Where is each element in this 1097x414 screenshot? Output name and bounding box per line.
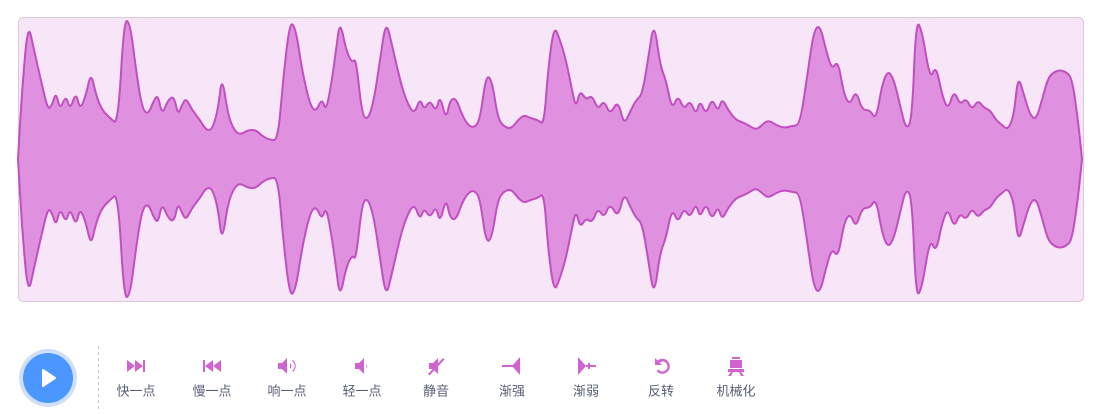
effect-icon [428,358,445,376]
effect-icon [355,358,367,374]
effect-label: 机械化 [716,385,755,400]
effect-label: 轻一点 [342,385,381,400]
effect-icon [578,357,596,375]
effect-label: 渐弱 [573,385,599,400]
effect-button[interactable]: 快一点 [116,360,156,400]
waveform [16,19,1084,299]
effect-button[interactable]: 慢一点 [192,360,232,400]
effect-button[interactable]: 渐弱 [573,357,599,400]
effect-label: 响一点 [267,384,306,400]
play-icon [42,369,56,387]
effect-button[interactable]: 渐强 [499,357,525,400]
effect-button[interactable]: 反转 [648,358,674,400]
effect-icon [655,358,670,374]
effect-icon [728,357,744,376]
effect-icon [278,358,296,374]
effect-label: 快一点 [116,385,155,400]
effect-button[interactable]: 响一点 [267,358,307,400]
effect-button[interactable]: 机械化 [716,357,756,400]
effect-label: 慢一点 [192,384,231,400]
effect-label: 静音 [423,384,449,400]
effect-button[interactable]: 静音 [423,358,449,400]
effect-icon [203,360,221,372]
play-button[interactable] [19,349,77,407]
effect-label: 渐强 [499,385,525,400]
effect-button[interactable]: 轻一点 [342,358,382,400]
effect-icon [502,357,520,375]
effect-label: 反转 [648,385,674,400]
effect-icon [127,360,145,372]
